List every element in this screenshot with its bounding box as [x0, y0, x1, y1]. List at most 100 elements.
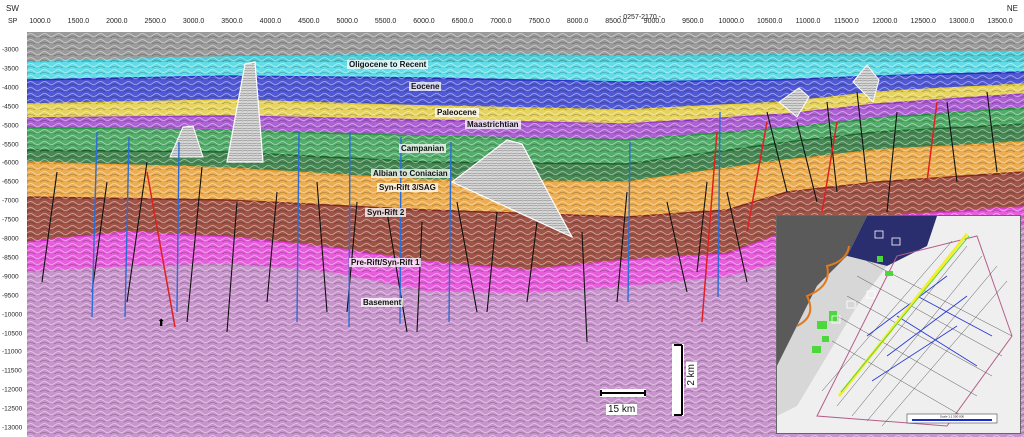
horizon-label-albian-to-coniacian: Albian to Coniacian: [371, 169, 450, 178]
horizon-label-syn-rift-2: Syn-Rift 2: [365, 208, 407, 217]
sp-label: SP: [8, 18, 18, 25]
inset-grid-lines: [821, 240, 1013, 427]
horizon-label-syn-rift-3-sag: Syn-Rift 3/SAG: [377, 183, 438, 192]
fault-line: [726, 191, 748, 283]
sp-tick-label: 11500.0: [833, 18, 859, 25]
inset-scale-bar: [912, 419, 992, 421]
horizon-label-paleocene: Paleocene: [435, 108, 479, 117]
horizon-label-basement: Basement: [361, 298, 404, 307]
seismic-line-id: - 0257-2170 -: [618, 14, 662, 21]
sp-tick-label: 5500.0: [374, 18, 397, 25]
sp-tick-label: 6000.0: [413, 18, 435, 25]
depth-tick-label: -11000: [2, 348, 22, 356]
fault-line: [526, 221, 538, 303]
sp-tick-label: 4500.0: [298, 18, 320, 25]
horizon-label-campanian: Campanian: [399, 144, 447, 153]
horizon-label-maastrichtian: Maastrichtian: [465, 120, 521, 129]
fault-line: [616, 191, 628, 303]
shotpoint-header: SW NE SP - 0257-2170 - 1000.0 1500.0 2000.…: [0, 0, 1024, 33]
horizon-label-pre-rift-syn-rift-1: Pre-Rift/Syn-Rift 1: [349, 258, 422, 267]
fault-line: [186, 166, 203, 323]
sp-tick-label: 2500.0: [144, 18, 166, 25]
direction-ne: NE: [1006, 4, 1018, 13]
fault-line: [486, 211, 498, 313]
fault-line: [226, 201, 238, 333]
depth-tick-label: -5000: [2, 122, 19, 130]
inset-block-outline: [816, 235, 1013, 427]
major-fault-line: [701, 131, 718, 323]
depth-tick-label: -6500: [2, 178, 19, 186]
depth-tick-label: -9000: [2, 273, 19, 281]
depth-tick-label: -9500: [2, 292, 19, 300]
sp-tick-label: 4000.0: [259, 18, 282, 25]
fault-line: [826, 101, 838, 193]
depth-tick-label: -3500: [2, 65, 19, 73]
sp-tick-label: 1500.0: [67, 18, 90, 25]
fault-line: [856, 91, 868, 183]
depth-tick-label: -5500: [2, 141, 19, 148]
horizon-label-eocene: Eocene: [409, 82, 442, 91]
fault-line: [766, 111, 788, 193]
sp-tick-label: 10000.0: [718, 18, 744, 25]
well-line: [91, 131, 98, 318]
fault-line: [796, 121, 818, 203]
fault-line: [316, 181, 328, 313]
sp-tick-label: 10500.0: [756, 18, 783, 25]
depth-axis: -3000 -3500 -4000 -4500 -5000 -5500 -6000 -6500…: [0, 32, 28, 437]
fault-line: [696, 181, 708, 273]
inset-white-polygons: [831, 230, 901, 324]
major-fault-line: [821, 121, 838, 213]
depth-tick-label: -10000: [2, 311, 23, 319]
depth-tick-label: -4000: [2, 84, 19, 92]
well-line: [348, 131, 351, 328]
inset-seismic-line-outline: [840, 235, 970, 393]
inset-land-dark: [777, 216, 867, 366]
major-fault-line: [926, 101, 938, 183]
depth-tick-label: -8000: [2, 235, 19, 243]
fault-line: [456, 201, 478, 313]
depth-tick-label: -10500: [2, 330, 23, 337]
well-line: [399, 136, 402, 325]
depth-tick-label: -12000: [2, 386, 23, 394]
fault-line: [666, 201, 688, 293]
inset-shelf: [777, 256, 887, 416]
direction-sw: SW: [6, 4, 19, 13]
sp-tick-label: 13000.0: [948, 18, 975, 25]
sp-tick-label: 11000.0: [795, 18, 821, 25]
fault-line: [386, 211, 408, 333]
depth-tick-label: -7000: [2, 197, 19, 205]
location-inset-map: Scale 1:1 500 000: [776, 215, 1021, 434]
sp-tick-label: 6500.0: [451, 18, 474, 25]
inset-survey-lines: [866, 275, 993, 382]
salt-diapir-5: [852, 64, 880, 103]
fault-line: [126, 161, 148, 303]
fault-line: [946, 101, 958, 183]
sp-tick-label: 3500.0: [221, 18, 243, 25]
vertical-scale-bar: [672, 344, 684, 416]
north-arrow-icon: ⬆: [157, 318, 166, 329]
faults: [41, 91, 998, 343]
depth-tick-label: -8500: [2, 254, 19, 262]
salt-diapir-1: [226, 61, 264, 163]
depth-tick-label: -7500: [2, 216, 19, 224]
sp-tick-label: 5000.0: [336, 18, 358, 25]
sp-tick-label: 13500.0: [987, 18, 1013, 25]
fault-line: [91, 181, 108, 293]
depth-tick-label: -11500: [2, 367, 22, 375]
salt-diapir-3: [450, 139, 574, 239]
fault-line: [986, 91, 998, 173]
sp-tick-label: 7000.0: [490, 18, 512, 25]
well-line: [627, 141, 631, 303]
depth-tick-label: -12500: [2, 405, 23, 413]
well-line: [717, 111, 721, 298]
horizontal-scale-bar: [600, 389, 646, 397]
depth-tick-label: -3000: [2, 46, 19, 54]
inset-scale-text: Scale 1:1 500 000: [940, 415, 965, 419]
well-line: [124, 136, 130, 318]
well-line: [296, 131, 300, 323]
sp-tick-label: 3000.0: [182, 18, 205, 25]
sp-tick-label: 7500.0: [528, 18, 550, 25]
well-line: [448, 141, 452, 323]
salt-diapir-4: [778, 87, 810, 118]
sp-tick-label: 9000.0: [643, 18, 666, 25]
